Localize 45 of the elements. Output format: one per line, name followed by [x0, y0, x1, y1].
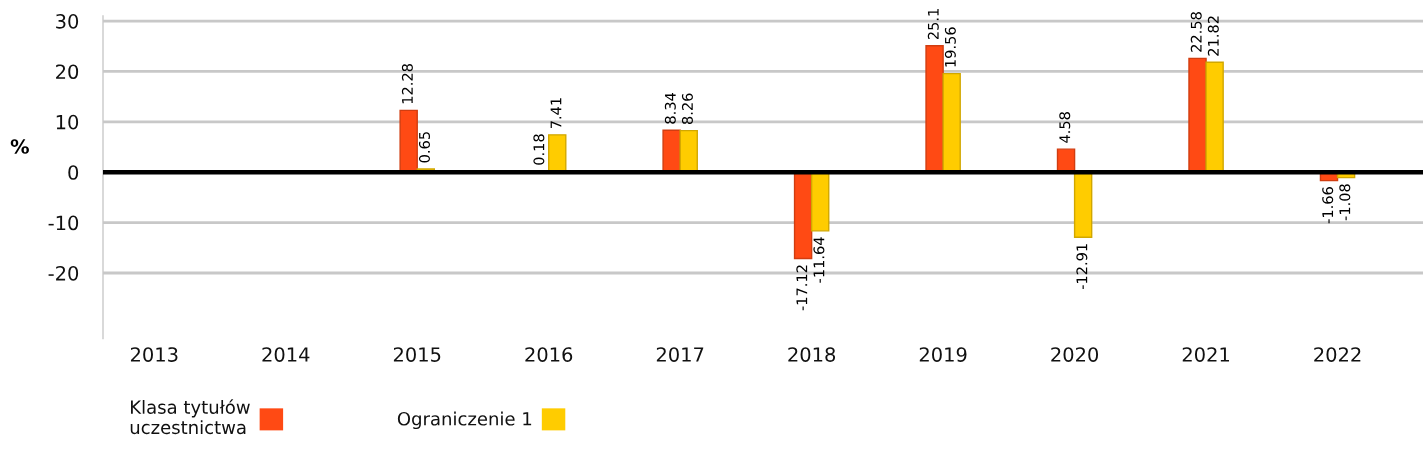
x-tick-label: 2021 — [1182, 347, 1230, 362]
legend-label: Klasa tytułów uczestnictwa — [130, 399, 250, 435]
x-tick-label: 2018 — [788, 347, 836, 362]
bar — [399, 109, 418, 173]
bar — [1205, 61, 1224, 173]
data-label: -17.12 — [796, 265, 808, 311]
bar — [1188, 57, 1207, 173]
bar — [548, 134, 567, 173]
x-tick-label: 2013 — [130, 347, 178, 362]
data-label: -11.64 — [813, 237, 825, 283]
x-tick-label: 2015 — [393, 347, 441, 362]
data-label: 8.26 — [681, 93, 693, 125]
x-tick-label: 2020 — [1051, 347, 1099, 362]
x-tick-label: 2019 — [919, 347, 967, 362]
x-tick-label: 2016 — [525, 347, 573, 362]
data-label: -1.66 — [1322, 187, 1334, 224]
data-label: 22.58 — [1190, 12, 1202, 52]
x-tick-label: 2014 — [262, 347, 310, 362]
y-tick-label: 20 — [56, 64, 79, 80]
bar — [1073, 171, 1093, 238]
data-label: 0.18 — [533, 134, 545, 165]
bar — [793, 171, 813, 260]
data-label: -12.91 — [1076, 244, 1088, 290]
bar — [679, 129, 698, 173]
data-label: -1.08 — [1339, 184, 1351, 221]
y-tick-label: 0 — [68, 165, 79, 180]
x-tick-label: 2017 — [656, 347, 704, 362]
legend-label: Ograniczenie 1 — [397, 411, 532, 430]
data-label: 25.1 — [927, 9, 939, 40]
y-tick-label: -10 — [48, 215, 79, 231]
data-label: 19.56 — [944, 27, 956, 67]
data-label: 21.82 — [1207, 16, 1219, 56]
bar — [942, 72, 961, 173]
data-label: 8.34 — [664, 92, 676, 124]
y-axis-title: % — [10, 139, 29, 154]
bar — [925, 45, 944, 173]
x-tick-label: 2022 — [1314, 347, 1361, 362]
y-tick-label: 30 — [56, 14, 79, 29]
y-tick-label: 10 — [56, 114, 79, 130]
bar — [810, 171, 830, 232]
data-label: 7.41 — [550, 98, 562, 129]
y-tick-label: -20 — [48, 265, 79, 281]
data-label: 0.65 — [418, 132, 430, 163]
data-label: 4.58 — [1059, 112, 1071, 143]
data-label: 12.28 — [401, 64, 413, 104]
